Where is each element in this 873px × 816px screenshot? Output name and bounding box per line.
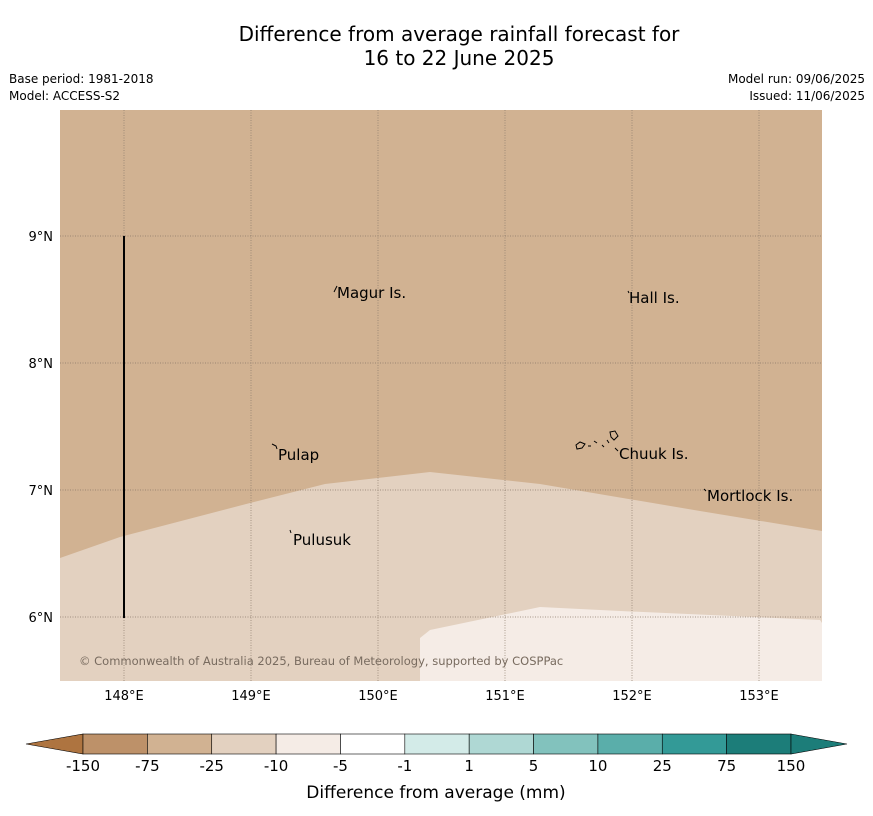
place-pulap: Pulap xyxy=(278,446,319,464)
colorbar-tick-label: -5 xyxy=(333,757,348,775)
colorbar-bin xyxy=(533,733,599,755)
island-outlines xyxy=(271,285,707,534)
lon-axis-labels: 148°E 149°E 150°E 151°E 152°E 153°E xyxy=(104,689,779,704)
colorbar-bin xyxy=(82,733,148,755)
colorbar-tick-label: 5 xyxy=(529,757,539,775)
model-name: Model: ACCESS-S2 xyxy=(9,89,121,103)
lon-label-151e: 151°E xyxy=(485,689,525,704)
colorbar-bin xyxy=(404,733,470,755)
lat-label-9n: 9°N xyxy=(29,230,54,245)
title-line-2: 16 to 22 June 2025 xyxy=(363,46,555,70)
lon-label-152e: 152°E xyxy=(612,689,652,704)
colorbar-tick-label: -25 xyxy=(199,757,224,775)
place-chuuk: Chuuk Is. xyxy=(619,445,688,463)
place-magur: Magur Is. xyxy=(337,284,406,302)
model-run: Model run: 09/06/2025 xyxy=(727,72,865,86)
island-magur xyxy=(333,285,338,293)
lon-label-153e: 153°E xyxy=(739,689,779,704)
colorbar xyxy=(25,733,848,755)
island-hall xyxy=(627,290,630,294)
colorbar-bin xyxy=(211,733,277,755)
gridlines xyxy=(60,110,822,681)
colorbar-bin xyxy=(275,733,341,755)
band-minus5-minus1 xyxy=(420,607,822,681)
colorbar-tick-label: 1 xyxy=(464,757,474,775)
meta-right: Model run: 09/06/2025 Issued: 11/06/2025 xyxy=(728,71,865,105)
lat-label-6n: 6°N xyxy=(29,611,54,626)
colorbar-tick-label: 25 xyxy=(653,757,672,775)
colorbar-tick-label: 75 xyxy=(717,757,736,775)
island-mortlock xyxy=(703,488,707,492)
colorbar-tick-label: -10 xyxy=(264,757,289,775)
colorbar-tick-label: -75 xyxy=(135,757,160,775)
lat-label-7n: 7°N xyxy=(29,484,54,499)
copyright-note: © Commonwealth of Australia 2025, Bureau… xyxy=(79,654,563,668)
colorbar-tick-label: 150 xyxy=(777,757,806,775)
meta-left: Base period: 1981-2018 Model: ACCESS-S2 xyxy=(9,71,154,105)
map-area: Magur Is. Hall Is. Pulap Chuuk Is. Mortl… xyxy=(60,110,822,681)
colorbar-bin xyxy=(661,733,727,755)
lat-label-8n: 8°N xyxy=(29,357,54,372)
base-period: Base period: 1981-2018 xyxy=(9,72,154,86)
colorbar-extend-high xyxy=(790,733,848,755)
colorbar-bin xyxy=(597,733,663,755)
colorbar-extend-low xyxy=(25,733,84,755)
colorbar-bin xyxy=(726,733,792,755)
colorbar-bin xyxy=(147,733,213,755)
colorbar-bin xyxy=(468,733,534,755)
title-line-1: Difference from average rainfall forecas… xyxy=(238,22,680,46)
lon-label-150e: 150°E xyxy=(358,689,398,704)
colorbar-label: Difference from average (mm) xyxy=(306,783,565,803)
colorbar-tick-label: 10 xyxy=(588,757,607,775)
place-pulusuk: Pulusuk xyxy=(293,531,351,549)
place-mortlock: Mortlock Is. xyxy=(707,487,793,505)
island-pulusuk xyxy=(289,529,292,534)
colorbar-ticks: -150 -75 -25 -10 -5 -1 1 5 10 25 75 150 xyxy=(66,757,805,775)
island-pulap xyxy=(271,443,278,450)
place-hall: Hall Is. xyxy=(629,289,680,307)
lon-label-148e: 148°E xyxy=(104,689,144,704)
colorbar-bin xyxy=(340,733,406,755)
island-chuuk xyxy=(575,430,619,452)
map-title: Difference from average rainfall forecas… xyxy=(0,22,873,70)
lat-axis-labels: 9°N 8°N 7°N 6°N xyxy=(29,230,54,626)
issued-date: Issued: 11/06/2025 xyxy=(749,89,865,103)
lon-label-149e: 149°E xyxy=(231,689,271,704)
colorbar-tick-label: -1 xyxy=(397,757,412,775)
colorbar-tick-label: -150 xyxy=(66,757,100,775)
